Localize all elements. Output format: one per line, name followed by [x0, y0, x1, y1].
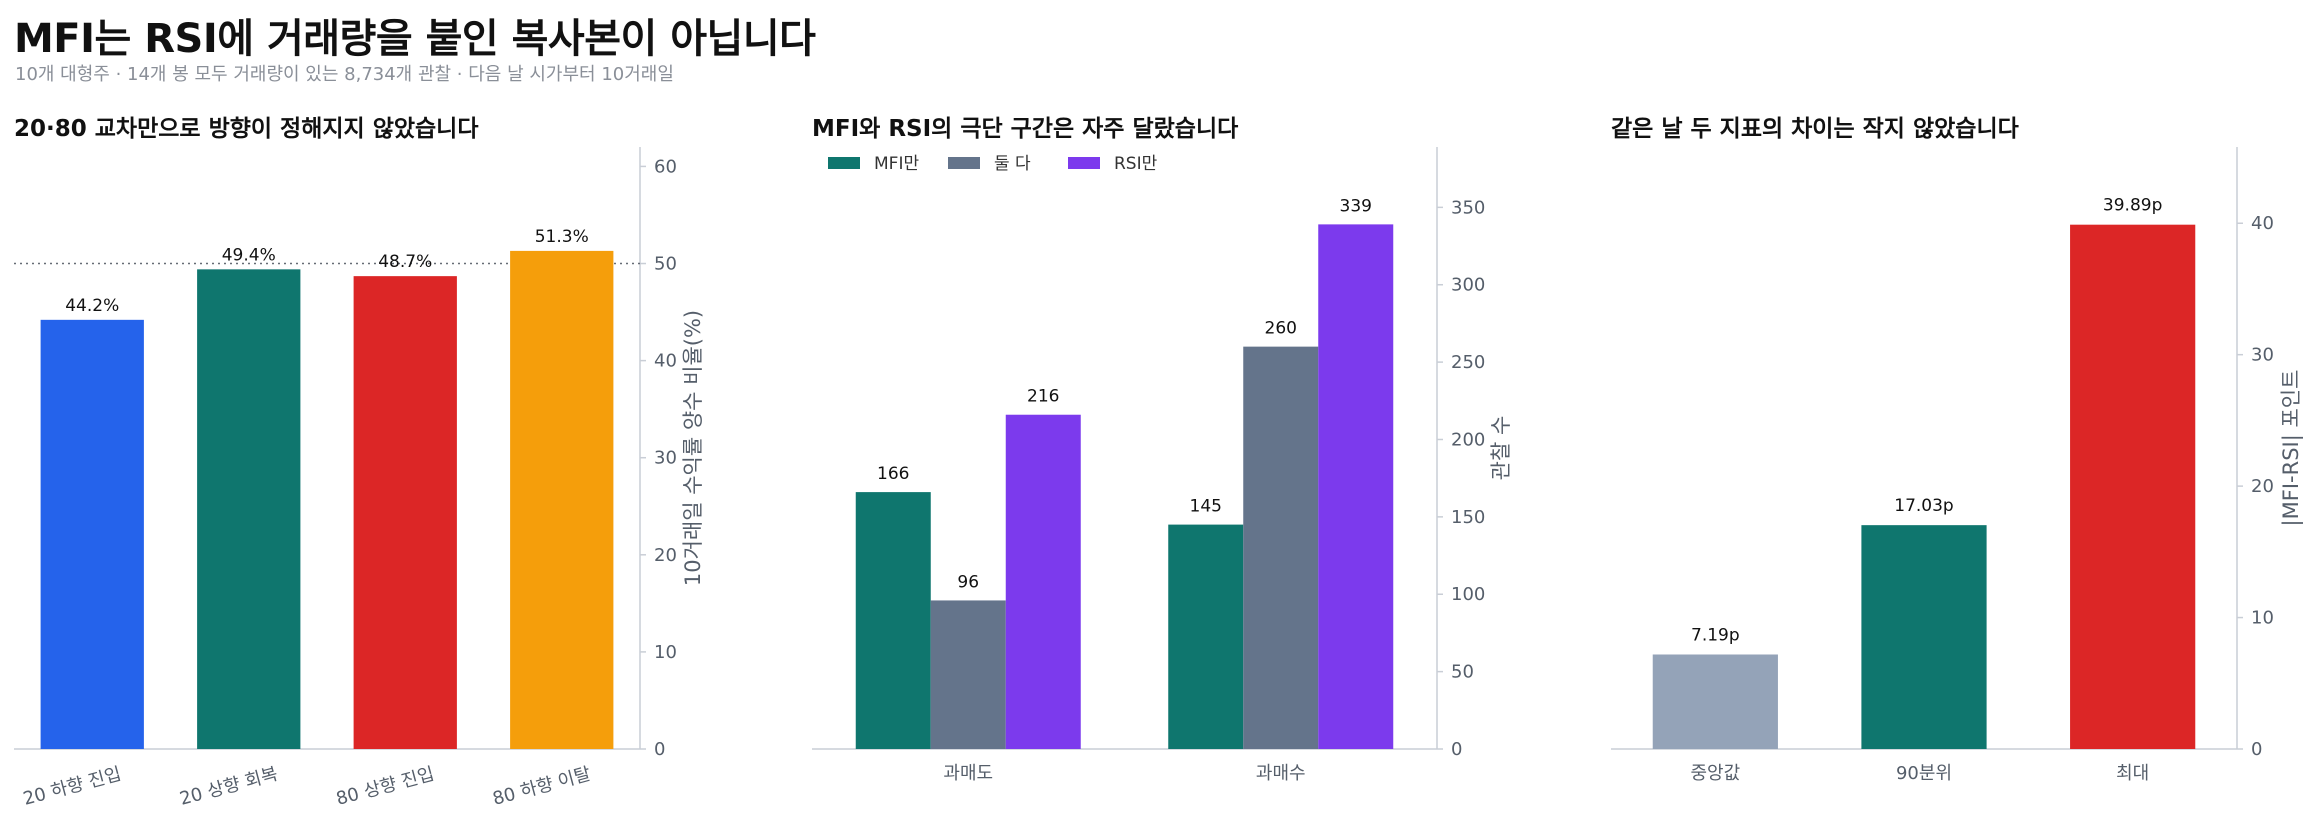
chart-1-data-label: 49.4%: [222, 245, 276, 265]
chart-3-y-tick-label: 30: [2251, 345, 2274, 366]
chart-2-y-tick-label: 150: [1451, 507, 1485, 528]
chart-1-bar: [510, 250, 614, 749]
chart-3-y-axis-label: |MFI-RSI| 포인트: [2279, 370, 2304, 527]
chart-3-x-tick-label: 최대: [2116, 763, 2149, 784]
chart-1-svg: 20·80 교차만으로 방향이 정해지지 않았습니다 0 10 20 30 40 50 60 1…: [14, 116, 705, 810]
chart-2-y-tick-label: 350: [1451, 197, 1485, 218]
chart-2-legend-label: MFI만: [874, 154, 919, 174]
chart-1-bar: [353, 276, 457, 749]
chart-2-bar: [855, 492, 931, 749]
chart-2-bar: [1318, 224, 1394, 749]
chart-2-x-tick-label: 과매도: [943, 763, 993, 784]
chart-1-y-axis-label: 10거래일 수익률 양수 비율(%): [681, 310, 705, 586]
chart-1-title: 20·80 교차만으로 방향이 정해지지 않았습니다: [14, 116, 479, 142]
chart-1-y-tick-label: 50: [654, 254, 677, 275]
chart-1-data-label: 51.3%: [535, 227, 589, 247]
chart-2-legend-label: 둘 다: [994, 154, 1031, 174]
chart-2-legend-label: RSI만: [1114, 154, 1158, 174]
chart-1-y-tick-label: 40: [654, 351, 677, 372]
chart-2-data-label: 216: [1027, 387, 1059, 407]
chart-2-data-label: 145: [1190, 497, 1222, 517]
chart-2-y-tick-label: 0: [1451, 739, 1462, 760]
chart-3-x-tick-label: 중앙값: [1690, 763, 1740, 784]
chart-1-y-tick-label: 30: [654, 448, 677, 469]
chart-2-y-tick-label: 50: [1451, 662, 1474, 683]
chart-1-y-tick-label: 10: [654, 642, 677, 663]
chart-2-legend-swatch: [1068, 157, 1100, 169]
chart-1-data-label: 48.7%: [378, 252, 432, 272]
chart-2-legend-swatch: [948, 157, 980, 169]
chart-2-legend-swatch: [828, 157, 860, 169]
page-title: MFI는 RSI에 거래량을 붙인 복사본이 아닙니다: [14, 16, 816, 62]
chart-2-y-tick-label: 100: [1451, 584, 1485, 605]
chart-3-data-label: 7.19p: [1691, 625, 1740, 645]
chart-3-y-tick-label: 40: [2251, 213, 2274, 234]
chart-2-data-label: 96: [957, 572, 979, 592]
chart-1-bar: [40, 319, 144, 749]
page-subtitle: 10개 대형주 · 14개 봉 모두 거래량이 있는 8,734개 관찰 · 다…: [15, 64, 674, 85]
chart-3-bar: [1861, 525, 1987, 749]
chart-2-bar: [1168, 524, 1244, 749]
chart-3-data-label: 39.89p: [2103, 196, 2162, 216]
chart-3-bar: [1652, 654, 1778, 749]
chart-3-data-label: 17.03p: [1894, 496, 1953, 516]
chart-1-bar: [197, 269, 301, 749]
chart-2-title: MFI와 RSI의 극단 구간은 자주 달랐습니다: [812, 116, 1238, 142]
chart-2-bar: [1243, 346, 1319, 749]
chart-2-bar: [1005, 414, 1081, 749]
chart-1-y-tick-label: 20: [654, 545, 677, 566]
chart-3-y-tick-label: 10: [2251, 608, 2274, 629]
chart-3-bar: [2070, 224, 2196, 750]
chart-2-data-label: 260: [1265, 319, 1297, 339]
chart-3-y-tick-label: 20: [2251, 476, 2274, 497]
chart-2-bar: [930, 600, 1006, 749]
chart-2-y-tick-label: 200: [1451, 429, 1485, 450]
chart-2-y-tick-label: 250: [1451, 352, 1485, 373]
chart-1-y-tick-label: 60: [654, 156, 677, 177]
chart-3-y-tick-label: 0: [2251, 739, 2262, 760]
chart-3-x-tick-label: 90분위: [1896, 763, 1952, 784]
chart-1-y-tick-label: 0: [654, 739, 665, 760]
chart-2-y-axis-label: 관찰 수: [1489, 416, 1513, 481]
chart-1-data-label: 44.2%: [65, 296, 119, 316]
chart-2-x-tick-label: 과매수: [1256, 763, 1306, 784]
chart-2-y-tick-label: 300: [1451, 275, 1485, 296]
chart-3-title: 같은 날 두 지표의 차이는 작지 않았습니다: [1611, 116, 2019, 142]
chart-2-data-label: 339: [1340, 196, 1372, 216]
chart-2-data-label: 166: [877, 464, 909, 484]
